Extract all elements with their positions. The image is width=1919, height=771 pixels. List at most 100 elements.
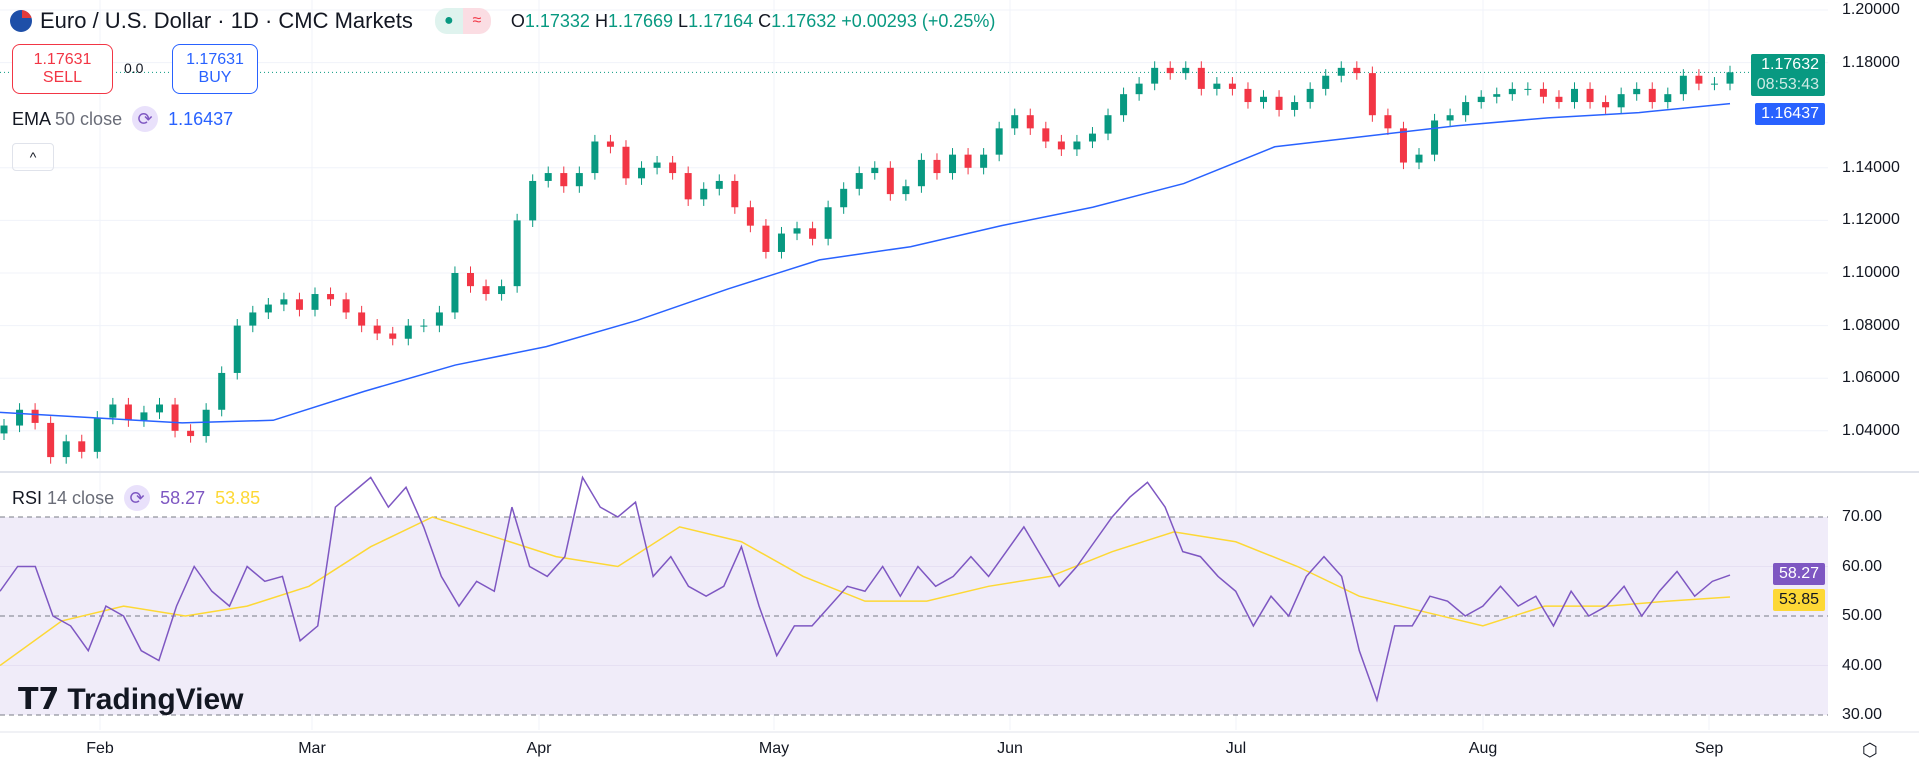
month-label: Jun bbox=[997, 740, 1023, 757]
rsi-tick-label: 60.00 bbox=[1842, 557, 1883, 575]
symbol-header: Euro / U.S. Dollar · 1D · CMC Markets ● … bbox=[10, 8, 995, 34]
symbol-title[interactable]: Euro / U.S. Dollar · 1D · CMC Markets bbox=[40, 8, 413, 33]
candle-body bbox=[653, 162, 661, 168]
ema-line bbox=[0, 102, 1731, 424]
ema-legend[interactable]: EMA 50 close ⟳ 1.16437 bbox=[12, 106, 233, 132]
rsi-ma-line bbox=[0, 516, 1731, 667]
candle-body bbox=[855, 173, 863, 189]
candle-body bbox=[1524, 88, 1532, 90]
candle-body bbox=[1322, 75, 1330, 89]
rsi-tick-label: 50.00 bbox=[1842, 607, 1883, 624]
candle-body bbox=[1431, 120, 1439, 155]
candle-body bbox=[949, 154, 957, 174]
delayed-data-icon: ≈ bbox=[462, 8, 491, 34]
price-tick-label: 1.04000 bbox=[1842, 421, 1900, 439]
candle-body bbox=[1586, 88, 1594, 103]
rsi-value-tag: 58.27 bbox=[1772, 563, 1825, 585]
candle-body bbox=[1368, 73, 1376, 116]
candle-body bbox=[1088, 133, 1096, 142]
candle-body bbox=[793, 228, 801, 234]
candle-body bbox=[1353, 67, 1361, 74]
price-tick-label: 1.18000 bbox=[1842, 53, 1900, 71]
candle-body bbox=[498, 286, 506, 295]
candle-body bbox=[591, 141, 599, 174]
candle-body bbox=[1306, 88, 1314, 103]
candle-body bbox=[78, 441, 86, 452]
candle-body bbox=[1415, 154, 1423, 163]
candle-body bbox=[1493, 94, 1501, 97]
candle-body bbox=[466, 273, 474, 287]
tradingview-logo[interactable]: 𝗧𝟳 TradingView bbox=[18, 682, 244, 717]
candle-body bbox=[1151, 67, 1159, 84]
candle-body bbox=[1104, 115, 1112, 134]
candle-body bbox=[1384, 115, 1392, 129]
candle-body bbox=[575, 173, 583, 187]
refresh-icon[interactable]: ⟳ bbox=[132, 106, 159, 132]
market-status[interactable]: ● ≈ bbox=[434, 8, 491, 34]
candle-body bbox=[529, 180, 537, 221]
candle-body bbox=[1446, 115, 1454, 121]
candle-body bbox=[93, 417, 101, 452]
price-tick-label: 1.14000 bbox=[1842, 158, 1900, 176]
candle-body bbox=[1399, 128, 1407, 163]
spread: 0.0 bbox=[124, 60, 144, 76]
candle-body bbox=[280, 299, 288, 305]
tradingview-logo-icon: 𝗧𝟳 bbox=[18, 683, 60, 716]
market-open-icon: ● bbox=[434, 8, 463, 34]
candle-body bbox=[451, 273, 459, 313]
candle-body bbox=[1648, 88, 1656, 103]
candle-body bbox=[1462, 102, 1470, 116]
candle-body bbox=[420, 325, 428, 327]
rsi-ma-tag: 53.85 bbox=[1772, 589, 1825, 611]
candle-body bbox=[482, 286, 490, 295]
month-label: Sep bbox=[1694, 740, 1724, 757]
candle-body bbox=[109, 404, 117, 418]
month-label: Jul bbox=[1225, 740, 1247, 757]
rsi-legend[interactable]: RSI 14 close ⟳ 58.27 53.85 bbox=[12, 485, 260, 511]
eye-icon[interactable]: ⬡ bbox=[1862, 740, 1878, 760]
candle-body bbox=[1213, 83, 1221, 89]
candle-body bbox=[1539, 88, 1547, 97]
candle-body bbox=[824, 207, 832, 239]
candle-body bbox=[762, 225, 770, 252]
price-tick-label: 1.08000 bbox=[1842, 316, 1900, 334]
candle-body bbox=[809, 228, 817, 239]
candle-body bbox=[1197, 67, 1205, 89]
candle-body bbox=[1244, 88, 1252, 103]
candle-body bbox=[1182, 67, 1190, 74]
buy-button[interactable]: 1.17631 BUY bbox=[172, 44, 258, 94]
candle-body bbox=[1120, 94, 1128, 116]
candle-body bbox=[233, 325, 241, 373]
candle-body bbox=[264, 304, 272, 313]
month-label: Feb bbox=[86, 740, 114, 757]
candle-body bbox=[1073, 141, 1081, 150]
candle-body bbox=[715, 180, 723, 189]
candle-body bbox=[140, 412, 148, 421]
candle-body bbox=[1291, 102, 1299, 110]
rsi-tick-label: 40.00 bbox=[1842, 656, 1883, 674]
candle-body bbox=[47, 422, 55, 458]
candle-body bbox=[1275, 96, 1283, 110]
price-tick-label: 1.10000 bbox=[1842, 264, 1900, 281]
candle-body bbox=[1508, 88, 1516, 95]
candle-body bbox=[1633, 88, 1641, 95]
candle-body bbox=[1260, 96, 1268, 103]
candle-body bbox=[187, 430, 195, 437]
refresh-icon[interactable]: ⟳ bbox=[124, 485, 151, 511]
candle-body bbox=[155, 404, 163, 413]
candle-body bbox=[1602, 102, 1610, 108]
candle-body bbox=[389, 333, 397, 339]
collapse-legend-button[interactable]: ^ bbox=[12, 143, 54, 171]
candle-body bbox=[327, 294, 335, 300]
candle-body bbox=[980, 154, 988, 168]
month-label: May bbox=[758, 740, 790, 757]
price-tick-label: 1.12000 bbox=[1842, 211, 1900, 229]
candle-body bbox=[995, 128, 1003, 155]
candle-body bbox=[311, 294, 319, 310]
candle-body bbox=[124, 404, 132, 421]
candle-body bbox=[917, 159, 925, 187]
candle-body bbox=[902, 186, 910, 195]
candle-body bbox=[684, 173, 692, 200]
sell-button[interactable]: 1.17631 SELL bbox=[12, 44, 113, 94]
